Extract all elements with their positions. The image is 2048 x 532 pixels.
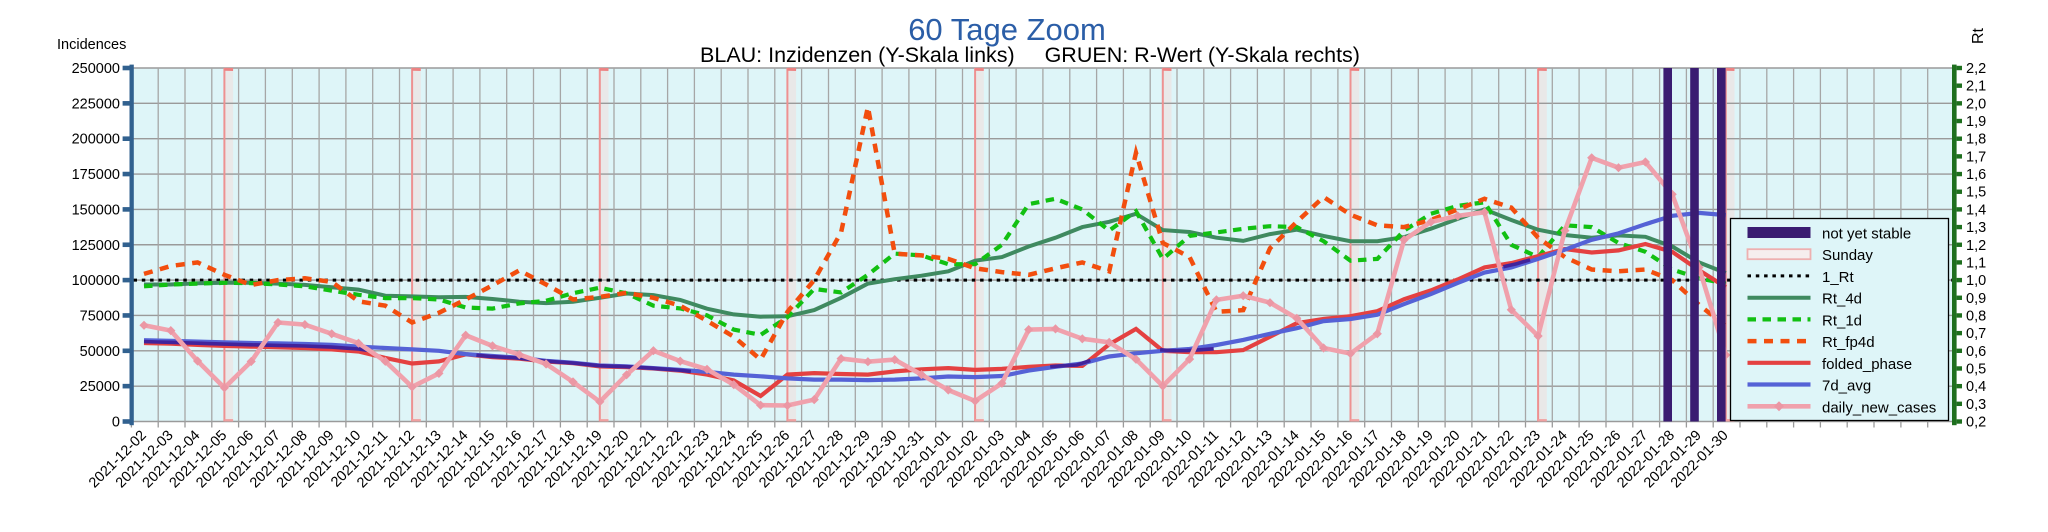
svg-text:folded_phase: folded_phase xyxy=(1822,356,1912,373)
svg-text:2,2: 2,2 xyxy=(1966,61,1986,77)
svg-text:BLAU: Inzidenzen (Y-Skala link: BLAU: Inzidenzen (Y-Skala links) GRUEN: … xyxy=(700,43,1360,67)
svg-text:daily_new_cases: daily_new_cases xyxy=(1822,399,1936,416)
svg-text:0,7: 0,7 xyxy=(1966,326,1986,342)
svg-text:1,0: 1,0 xyxy=(1966,273,1986,289)
svg-text:75000: 75000 xyxy=(80,308,120,324)
svg-text:0,4: 0,4 xyxy=(1966,379,1986,395)
svg-text:225000: 225000 xyxy=(72,96,120,112)
svg-text:0,8: 0,8 xyxy=(1966,308,1986,324)
svg-text:1,2: 1,2 xyxy=(1966,238,1986,254)
svg-text:150000: 150000 xyxy=(72,202,120,218)
svg-text:Rt_4d: Rt_4d xyxy=(1822,291,1862,308)
svg-text:0,6: 0,6 xyxy=(1966,344,1986,360)
svg-text:1_Rt: 1_Rt xyxy=(1822,269,1855,286)
svg-text:25000: 25000 xyxy=(80,379,120,395)
svg-text:1,7: 1,7 xyxy=(1966,149,1986,165)
svg-text:Rt: Rt xyxy=(1970,27,1987,44)
svg-text:Incidences: Incidences xyxy=(57,37,126,53)
svg-text:60 Tage Zoom: 60 Tage Zoom xyxy=(908,12,1106,47)
svg-text:7d_avg: 7d_avg xyxy=(1822,378,1871,395)
svg-text:1,6: 1,6 xyxy=(1966,167,1986,183)
svg-text:50000: 50000 xyxy=(80,344,120,360)
svg-text:100000: 100000 xyxy=(72,273,120,289)
svg-text:Rt_1d: Rt_1d xyxy=(1822,312,1862,329)
svg-text:Rt_fp4d: Rt_fp4d xyxy=(1822,334,1875,351)
svg-text:not yet stable: not yet stable xyxy=(1822,226,1911,243)
svg-text:200000: 200000 xyxy=(72,132,120,148)
svg-text:0,5: 0,5 xyxy=(1966,362,1986,378)
svg-text:0,3: 0,3 xyxy=(1966,397,1986,413)
svg-text:1,3: 1,3 xyxy=(1966,220,1986,236)
svg-text:Sunday: Sunday xyxy=(1822,247,1873,264)
svg-text:250000: 250000 xyxy=(72,61,120,77)
svg-text:1,5: 1,5 xyxy=(1966,185,1986,201)
svg-text:0,2: 0,2 xyxy=(1966,415,1986,431)
svg-text:125000: 125000 xyxy=(72,238,120,254)
svg-text:1,1: 1,1 xyxy=(1966,255,1986,271)
svg-text:1,4: 1,4 xyxy=(1966,202,1986,218)
svg-text:2,0: 2,0 xyxy=(1966,96,1986,112)
svg-text:1,9: 1,9 xyxy=(1966,114,1986,130)
svg-text:2,1: 2,1 xyxy=(1966,79,1986,95)
svg-text:175000: 175000 xyxy=(72,167,120,183)
svg-text:0,9: 0,9 xyxy=(1966,291,1986,307)
svg-text:1,8: 1,8 xyxy=(1966,132,1986,148)
svg-text:0: 0 xyxy=(112,415,120,431)
